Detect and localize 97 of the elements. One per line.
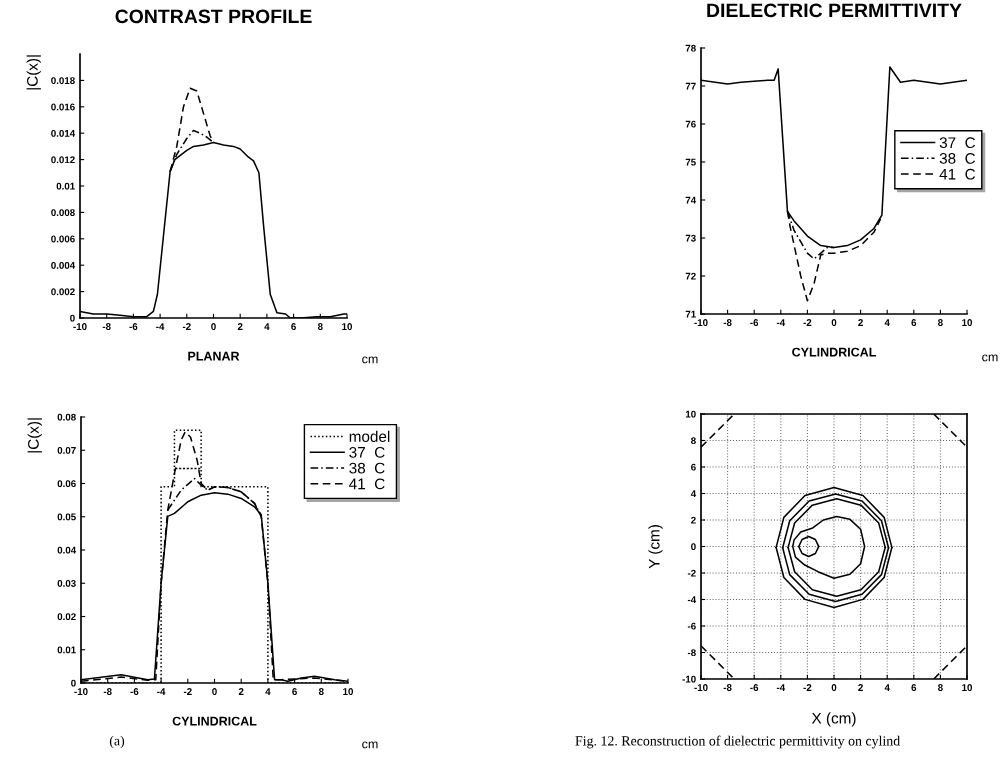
- x-tick-label: -2: [803, 684, 812, 691]
- x-tick-label: -4: [157, 688, 166, 695]
- x-tick-label: 10: [343, 688, 354, 695]
- y-tick-label: 10: [685, 410, 696, 418]
- x-tick-label: 2: [238, 688, 244, 695]
- y-tick-label: 75: [685, 158, 696, 166]
- y-axis-title: |C(x)|: [27, 418, 42, 453]
- y-tick-label: 0.07: [57, 446, 76, 454]
- x-tick-label: 4: [884, 319, 890, 326]
- x-axis-title: CYLINDRICAL: [172, 716, 257, 726]
- legend-label: 41 C: [349, 478, 385, 490]
- text: cm: [362, 741, 378, 749]
- x-axis-title: CYLINDRICAL: [792, 347, 876, 357]
- text: (a): [109, 735, 125, 749]
- y-tick-label: 74: [685, 196, 697, 204]
- x-tick-label: 0: [212, 688, 217, 695]
- y-axis-title: Y (cm): [648, 525, 663, 569]
- y-tick-label: 71: [685, 310, 696, 318]
- y-tick-label: 0.02: [57, 613, 76, 621]
- y-tick-label: 0: [691, 543, 696, 551]
- y-tick-label: -10: [682, 675, 696, 683]
- x-tick-label: 2: [237, 323, 243, 330]
- legend-label: 38 C: [349, 462, 385, 474]
- x-axis-title: X (cm): [811, 712, 856, 727]
- legend-label: model: [349, 430, 390, 442]
- y-tick-label: -8: [687, 649, 696, 657]
- x-tick-label: 4: [265, 688, 271, 695]
- x-tick-label: 4: [884, 684, 890, 691]
- x-tick-label: -6: [129, 323, 138, 330]
- y-tick-label: 0.06: [57, 480, 76, 488]
- y-tick-label: 6: [691, 463, 696, 471]
- y-tick-label: 0.006: [51, 235, 75, 243]
- text: cm: [362, 356, 378, 364]
- y-tick-label: 0.04: [57, 546, 77, 554]
- x-tick-label: 8: [938, 684, 943, 691]
- x-tick-label: 8: [938, 319, 943, 326]
- y-tick-label: 0.004: [51, 261, 76, 269]
- chart-title: CONTRAST PROFILE: [115, 9, 312, 24]
- y-tick-label: 8: [691, 437, 696, 445]
- chart-title: DIELECTRIC PERMITTIVITY: [707, 3, 962, 18]
- y-tick-label: 78: [685, 44, 696, 52]
- y-tick-label: 4: [690, 490, 697, 498]
- x-tick-label: -2: [803, 319, 812, 326]
- x-tick-label: 10: [342, 323, 353, 330]
- y-tick-label: 0.03: [57, 579, 76, 587]
- y-tick-label: 2: [691, 516, 696, 524]
- y-axis-title: |C(x)|: [26, 55, 41, 90]
- x-tick-label: 6: [291, 323, 296, 330]
- y-tick-label: -2: [687, 569, 696, 577]
- y-tick-label: -6: [687, 622, 696, 630]
- x-tick-label: 10: [962, 684, 973, 691]
- x-tick-label: 6: [911, 684, 917, 691]
- y-tick-label: -4: [687, 596, 697, 604]
- x-tick-label: -8: [723, 684, 732, 691]
- x-tick-label: -6: [750, 319, 759, 326]
- x-tick-label: 6: [292, 688, 297, 695]
- x-tick-label: 10: [962, 319, 973, 326]
- x-tick-label: 0: [831, 684, 837, 691]
- x-tick-label: -2: [183, 688, 192, 695]
- x-tick-label: -2: [182, 323, 191, 330]
- y-tick-label: 0.008: [51, 209, 75, 217]
- x-tick-label: 2: [858, 684, 863, 691]
- x-tick-label: 8: [318, 688, 324, 695]
- y-tick-label: 0.05: [57, 513, 76, 521]
- legend-label: 41 C: [939, 168, 976, 180]
- x-tick-label: 0: [831, 319, 837, 326]
- y-tick-label: 0.018: [51, 77, 75, 85]
- y-tick-label: 0.016: [51, 103, 75, 111]
- x-axis-title: PLANAR: [188, 351, 240, 361]
- x-tick-label: 0: [211, 323, 216, 330]
- y-tick-label: 77: [685, 82, 696, 90]
- text: cm: [982, 354, 998, 362]
- y-tick-label: 0.014: [51, 129, 76, 137]
- x-tick-label: 4: [264, 323, 270, 330]
- legend-label: 38 C: [939, 153, 976, 164]
- x-tick-label: -4: [776, 319, 786, 326]
- x-tick-label: -8: [103, 688, 112, 695]
- x-tick-label: -4: [156, 323, 165, 330]
- caption: Fig. 12. Reconstruction of dielectric permittivity on cylind: [575, 735, 900, 749]
- x-tick-label: 2: [858, 319, 863, 326]
- y-tick-label: 0.002: [51, 288, 75, 296]
- y-tick-label: 0.01: [57, 646, 76, 654]
- y-tick-label: 0.08: [57, 413, 76, 421]
- y-tick-label: 73: [685, 234, 696, 242]
- x-tick-label: -8: [723, 319, 732, 326]
- x-tick-label: -6: [750, 684, 759, 691]
- x-tick-label: -8: [102, 323, 111, 330]
- y-tick-label: 72: [685, 272, 696, 280]
- y-tick-label: 0.01: [56, 182, 75, 190]
- x-tick-label: 6: [911, 319, 917, 326]
- x-tick-label: -4: [776, 684, 786, 691]
- legend-label: 37 C: [349, 446, 385, 458]
- y-tick-label: 76: [685, 120, 696, 128]
- legend-label: 37 C: [939, 137, 976, 149]
- x-tick-label: -6: [130, 688, 139, 695]
- y-tick-label: 0.012: [51, 156, 75, 164]
- x-tick-label: 8: [317, 323, 323, 330]
